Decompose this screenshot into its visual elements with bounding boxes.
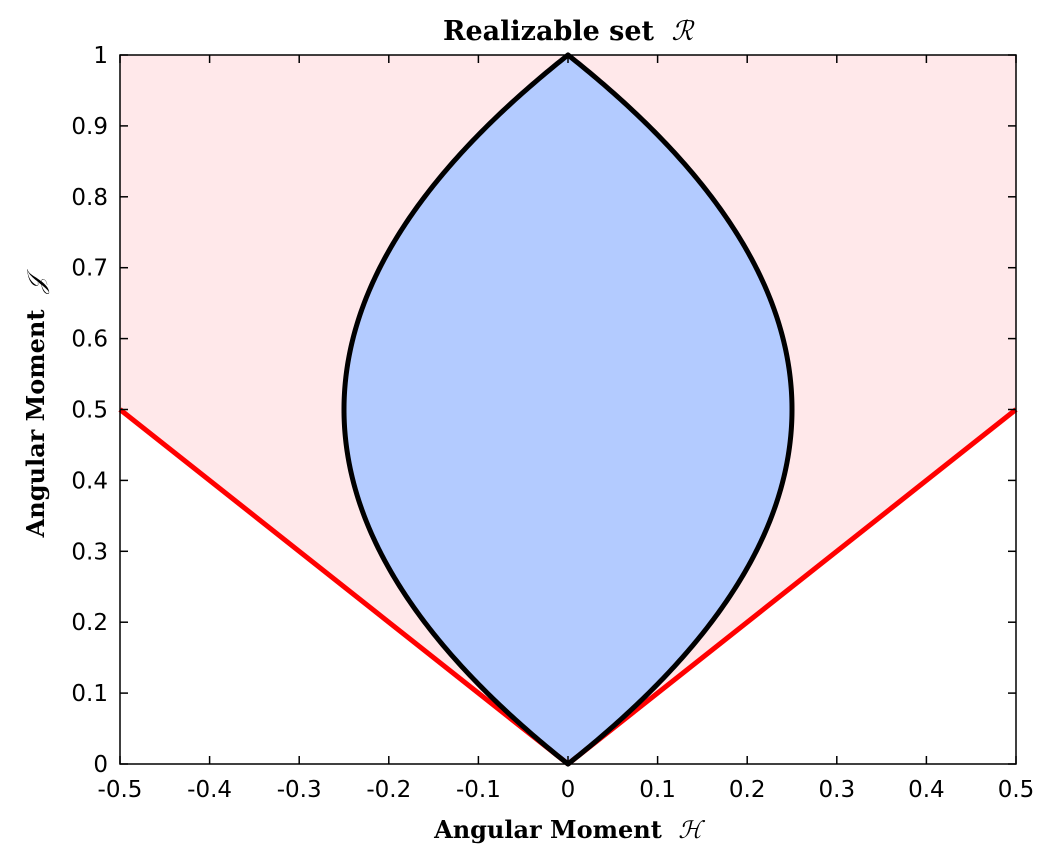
y-tick-label-8: 0.8	[71, 185, 108, 211]
x-axis-title: Angular Moment ℋ	[433, 815, 705, 844]
y-tick-label-1: 0.1	[71, 681, 108, 707]
x-tick-label-1: -0.4	[187, 777, 232, 803]
x-tick-label-3: -0.2	[366, 777, 411, 803]
x-tick-label-2: -0.3	[277, 777, 322, 803]
x-tick-label-8: 0.3	[819, 777, 856, 803]
y-tick-label-2: 0.2	[71, 610, 108, 636]
x-tick-label-6: 0.1	[639, 777, 676, 803]
y-axis-ticks: 0 0.1 0.2 0.3 0.4 0.5 0.6 0.7 0.8 0.9 1	[71, 43, 1016, 778]
y-tick-label-3: 0.3	[71, 539, 108, 565]
y-axis-title-text: Angular Moment	[21, 310, 50, 539]
x-tick-label-9: 0.4	[908, 777, 945, 803]
y-tick-label-5: 0.5	[71, 398, 108, 424]
y-axis-title: Angular Moment 𝒥	[21, 268, 50, 538]
x-axis-title-symbol: ℋ	[678, 816, 705, 844]
right-boundary-line	[566, 407, 1018, 766]
left-boundary-line	[118, 407, 570, 766]
x-axis-title-text: Angular Moment	[433, 815, 662, 844]
chart-title-symbol: ℛ	[671, 16, 695, 47]
y-tick-label-9: 0.9	[71, 114, 108, 140]
plot-area	[118, 52, 1018, 767]
lens-region	[344, 55, 792, 764]
chart-title: Realizable set ℛ	[443, 16, 695, 47]
y-tick-label-7: 0.7	[71, 256, 108, 282]
y-tick-label-6: 0.6	[71, 327, 108, 353]
x-tick-label-4: -0.1	[456, 777, 501, 803]
x-tick-label-10: 0.5	[998, 777, 1035, 803]
y-tick-label-0: 0	[93, 752, 108, 778]
y-tick-label-10: 1	[93, 43, 108, 69]
x-axis-ticks: -0.5 -0.4 -0.3 -0.2 -0.1 0 0.1 0.2 0.3 0.4 0.5	[98, 55, 1035, 803]
chart-title-text: Realizable set	[443, 16, 655, 47]
x-tick-label-0: -0.5	[98, 777, 143, 803]
x-tick-label-7: 0.2	[729, 777, 766, 803]
x-tick-label-5: 0	[561, 777, 576, 803]
y-tick-label-4: 0.4	[71, 468, 108, 494]
